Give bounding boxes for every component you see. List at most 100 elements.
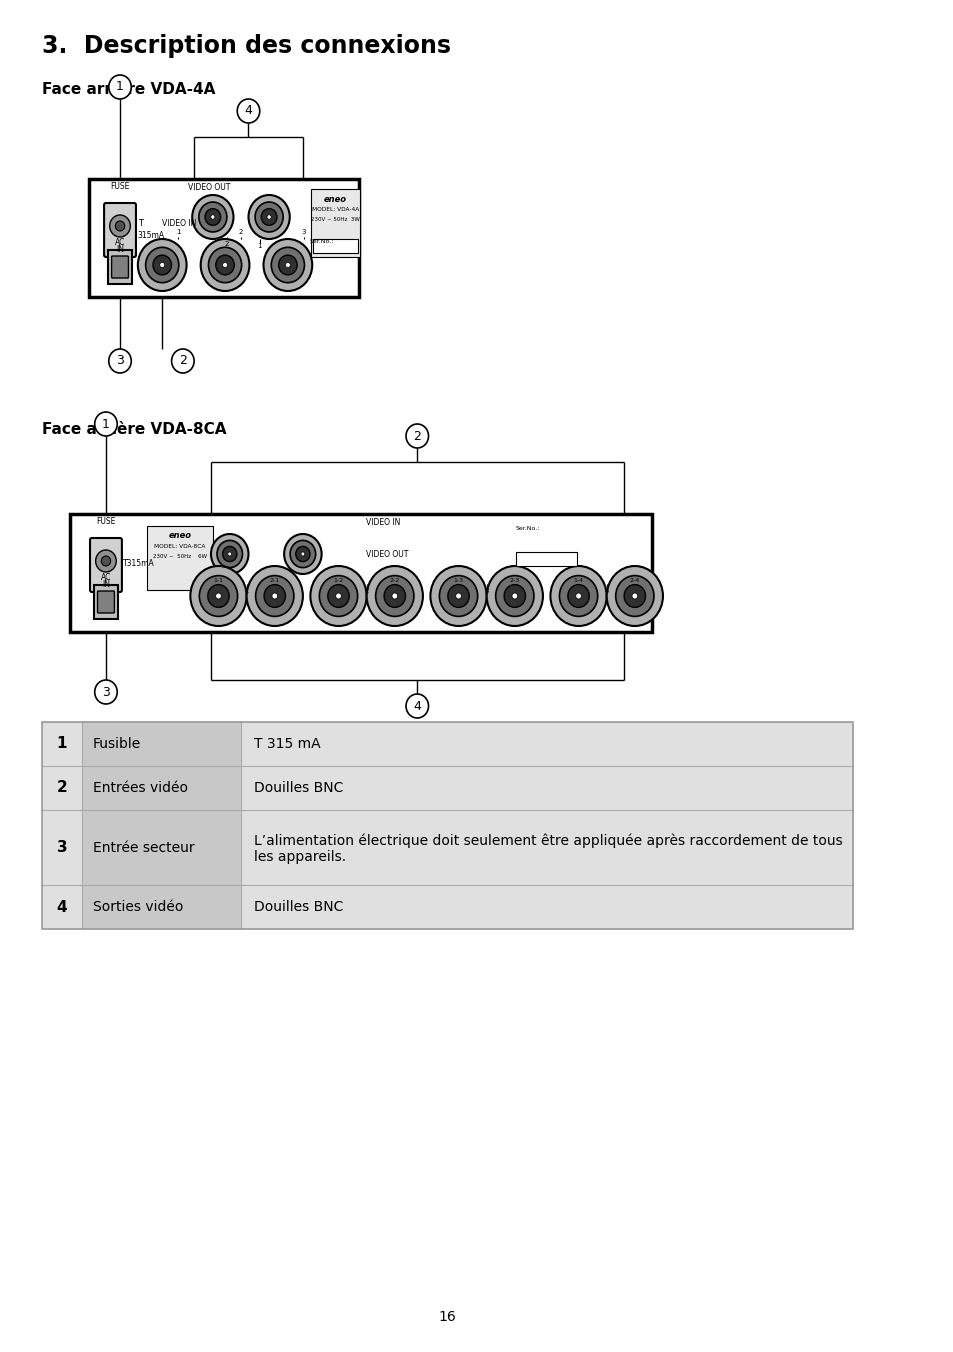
Circle shape bbox=[172, 349, 193, 373]
Text: 2: 2 bbox=[364, 588, 369, 594]
Text: L’alimentation électrique doit seulement être appliquée après raccordement de to: L’alimentation électrique doit seulement… bbox=[253, 833, 842, 848]
Circle shape bbox=[290, 541, 315, 568]
Bar bbox=[147, 526, 213, 589]
Circle shape bbox=[567, 584, 589, 607]
Circle shape bbox=[222, 546, 236, 561]
Bar bbox=[313, 239, 357, 253]
Circle shape bbox=[375, 576, 414, 617]
Text: VIDEO OUT: VIDEO OUT bbox=[188, 183, 230, 192]
Text: 230V ~  50Hz    6W: 230V ~ 50Hz 6W bbox=[152, 554, 207, 558]
FancyBboxPatch shape bbox=[90, 538, 122, 592]
Bar bbox=[82, 810, 241, 886]
Circle shape bbox=[606, 566, 662, 626]
Bar bbox=[89, 178, 358, 297]
Circle shape bbox=[486, 566, 542, 626]
FancyBboxPatch shape bbox=[112, 256, 129, 279]
Text: Douilles BNC: Douilles BNC bbox=[253, 781, 343, 795]
Text: 230V ~ 50Hz  3W: 230V ~ 50Hz 3W bbox=[311, 218, 360, 222]
Text: Entrées vidéo: Entrées vidéo bbox=[92, 781, 188, 795]
Text: AC: AC bbox=[101, 573, 112, 581]
Bar bbox=[42, 722, 852, 929]
Circle shape bbox=[109, 74, 132, 99]
Circle shape bbox=[215, 256, 234, 274]
Circle shape bbox=[366, 566, 422, 626]
Circle shape bbox=[295, 546, 310, 561]
Text: Entrée secteur: Entrée secteur bbox=[92, 841, 194, 854]
Circle shape bbox=[503, 584, 525, 607]
Circle shape bbox=[101, 556, 111, 566]
Text: IN: IN bbox=[116, 245, 124, 254]
Circle shape bbox=[146, 247, 178, 283]
Text: 1-4: 1-4 bbox=[573, 579, 583, 583]
Text: 2: 2 bbox=[56, 780, 68, 795]
Text: 4: 4 bbox=[413, 699, 421, 713]
Circle shape bbox=[328, 584, 349, 607]
Circle shape bbox=[200, 239, 249, 291]
Circle shape bbox=[623, 584, 645, 607]
Circle shape bbox=[301, 552, 304, 556]
Text: Face arrière VDA-8CA: Face arrière VDA-8CA bbox=[42, 422, 227, 437]
Text: 4: 4 bbox=[604, 588, 608, 594]
Circle shape bbox=[211, 215, 214, 219]
Text: 1: 1 bbox=[102, 418, 110, 430]
FancyBboxPatch shape bbox=[104, 203, 136, 257]
Circle shape bbox=[263, 239, 312, 291]
Circle shape bbox=[209, 247, 241, 283]
Text: 3: 3 bbox=[116, 354, 124, 368]
Circle shape bbox=[216, 541, 242, 568]
Circle shape bbox=[110, 215, 131, 237]
Circle shape bbox=[439, 576, 477, 617]
Text: 1: 1 bbox=[116, 81, 124, 93]
Text: 1: 1 bbox=[175, 228, 180, 235]
Text: VIDEO IN: VIDEO IN bbox=[162, 219, 196, 228]
Text: 2: 2 bbox=[225, 241, 229, 247]
Circle shape bbox=[310, 566, 366, 626]
Circle shape bbox=[512, 594, 517, 599]
Text: IN: IN bbox=[102, 580, 110, 589]
Text: MODEL: VDA-4A: MODEL: VDA-4A bbox=[312, 207, 359, 212]
Text: 2: 2 bbox=[238, 228, 243, 235]
Circle shape bbox=[447, 584, 469, 607]
Bar bbox=[108, 250, 132, 284]
Text: 1-1: 1-1 bbox=[213, 579, 223, 583]
Circle shape bbox=[255, 576, 294, 617]
Circle shape bbox=[271, 247, 304, 283]
Text: 3: 3 bbox=[484, 588, 488, 594]
Text: 3.  Description des connexions: 3. Description des connexions bbox=[42, 34, 451, 58]
Circle shape bbox=[198, 201, 227, 233]
Circle shape bbox=[208, 584, 229, 607]
Circle shape bbox=[319, 576, 357, 617]
Bar bbox=[516, 552, 576, 566]
Bar bbox=[311, 189, 359, 257]
Text: Face arrière VDA-4A: Face arrière VDA-4A bbox=[42, 82, 215, 97]
Text: 1: 1 bbox=[244, 588, 249, 594]
Circle shape bbox=[159, 262, 165, 268]
Text: Fusible: Fusible bbox=[92, 737, 141, 750]
Circle shape bbox=[115, 220, 125, 231]
Circle shape bbox=[285, 262, 290, 268]
Text: Ser.No.:: Ser.No.: bbox=[309, 239, 334, 243]
Text: eneo: eneo bbox=[324, 195, 347, 204]
Text: AC: AC bbox=[114, 238, 125, 247]
Text: eneo: eneo bbox=[169, 531, 192, 539]
Circle shape bbox=[406, 694, 428, 718]
Circle shape bbox=[631, 594, 637, 599]
Circle shape bbox=[222, 262, 227, 268]
Circle shape bbox=[558, 576, 598, 617]
Text: 1: 1 bbox=[257, 243, 262, 249]
Circle shape bbox=[152, 256, 172, 274]
Text: 3: 3 bbox=[56, 840, 67, 854]
Text: 2-2: 2-2 bbox=[389, 579, 399, 583]
Circle shape bbox=[384, 584, 405, 607]
Text: T315mA: T315mA bbox=[123, 558, 154, 568]
Circle shape bbox=[264, 584, 285, 607]
Bar bbox=[42, 722, 852, 929]
Circle shape bbox=[109, 349, 132, 373]
Circle shape bbox=[615, 576, 653, 617]
Circle shape bbox=[247, 566, 302, 626]
Bar bbox=[82, 767, 241, 810]
Text: les appareils.: les appareils. bbox=[253, 849, 346, 864]
Text: 4: 4 bbox=[244, 104, 253, 118]
Text: VIDEO OUT: VIDEO OUT bbox=[365, 550, 408, 558]
Text: Sorties vidéo: Sorties vidéo bbox=[92, 900, 183, 914]
